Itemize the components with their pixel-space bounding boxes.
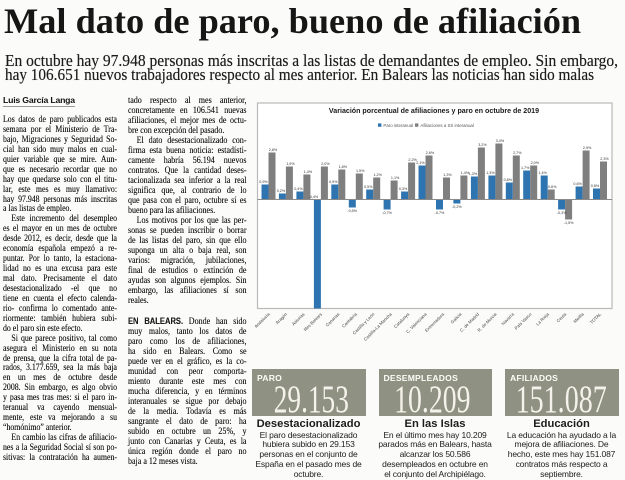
svg-text:1,1%: 1,1%: [391, 176, 400, 180]
svg-text:TOTAL: TOTAL: [589, 311, 603, 325]
svg-text:1,3%: 1,3%: [469, 172, 478, 176]
svg-text:1,4%: 1,4%: [538, 171, 547, 175]
svg-text:0,9%: 0,9%: [329, 180, 338, 184]
svg-text:0,8%: 0,8%: [504, 178, 513, 182]
svg-text:País Vasco: País Vasco: [513, 311, 532, 330]
svg-text:Extremadura: Extremadura: [424, 311, 446, 333]
svg-text:-1,5%: -1,5%: [564, 221, 574, 225]
svg-text:C. Valenciana: C. Valenciana: [405, 311, 428, 334]
svg-text:2,0%: 2,0%: [531, 161, 540, 165]
svg-text:2,2%: 2,2%: [408, 158, 417, 162]
svg-text:2,8%: 2,8%: [269, 148, 278, 152]
svg-text:Aragón: Aragón: [275, 311, 289, 325]
svg-text:1,4%: 1,4%: [304, 170, 313, 174]
svg-text:0,5%: 0,5%: [364, 185, 373, 189]
svg-text:3,2%: 3,2%: [478, 143, 487, 147]
svg-text:1,3%: 1,3%: [443, 173, 452, 177]
svg-text:0,6%: 0,6%: [573, 182, 582, 186]
svg-text:0,6%: 0,6%: [548, 185, 557, 189]
svg-text:1,7%: 1,7%: [521, 166, 530, 170]
svg-text:1,2%: 1,2%: [373, 173, 382, 177]
svg-text:-0,2%: -0,2%: [452, 205, 462, 209]
svg-text:-0,3%: -0,3%: [557, 211, 567, 215]
svg-text:1,5%: 1,5%: [356, 169, 365, 173]
svg-text:Castilla y León: Castilla y León: [351, 311, 375, 335]
svg-text:1,3%: 1,3%: [486, 171, 495, 175]
svg-text:0,2%: 0,2%: [277, 189, 286, 193]
svg-text:1,8%: 1,8%: [339, 165, 348, 169]
svg-text:C. de Madrid: C. de Madrid: [459, 311, 481, 333]
svg-text:0,4%: 0,4%: [294, 187, 303, 191]
svg-text:Catalunya: Catalunya: [393, 311, 411, 329]
svg-text:La Rioja: La Rioja: [535, 311, 550, 326]
svg-text:3,4%: 3,4%: [496, 139, 505, 143]
svg-text:R. de Murcia: R. de Murcia: [476, 311, 498, 333]
svg-text:Andalucía: Andalucía: [253, 311, 271, 329]
svg-text:0,3%: 0,3%: [399, 187, 408, 191]
svg-text:Galicia: Galicia: [450, 311, 463, 324]
svg-text:Cantabria: Cantabria: [341, 311, 358, 328]
svg-text:2,3%: 2,3%: [600, 157, 609, 161]
svg-text:Navarra: Navarra: [500, 311, 515, 326]
svg-text:2,0%: 2,0%: [321, 162, 330, 166]
svg-text:0,6%: 0,6%: [591, 184, 600, 188]
svg-text:1,4%: 1,4%: [461, 171, 470, 175]
svg-text:Afiliaciones a SS interanual: Afiliaciones a SS interanual: [420, 123, 473, 128]
svg-text:Variación porcentual de afilia: Variación porcentual de afiliaciones y p…: [329, 107, 539, 115]
svg-text:Ceuta: Ceuta: [555, 311, 567, 323]
svg-text:Asturias: Asturias: [291, 311, 306, 326]
svg-text:-0,7%: -0,7%: [435, 211, 445, 215]
svg-text:Illes Balears: Illes Balears: [303, 311, 324, 332]
svg-text:1,9%: 1,9%: [286, 162, 295, 166]
svg-text:-4,4%: -4,4%: [309, 195, 319, 199]
svg-text:Paro interanual: Paro interanual: [383, 123, 413, 128]
svg-text:-0,5%: -0,5%: [347, 209, 357, 213]
svg-text:Castilla-La Mancha: Castilla-La Mancha: [363, 311, 394, 342]
svg-text:0,9%: 0,9%: [259, 180, 268, 184]
svg-text:2,9%: 2,9%: [583, 146, 592, 150]
svg-text:2,7%: 2,7%: [513, 151, 522, 155]
svg-text:Melilla: Melilla: [572, 311, 585, 324]
svg-text:2,1%: 2,1%: [416, 161, 425, 165]
svg-text:-0,7%: -0,7%: [382, 211, 392, 215]
svg-text:Canarias: Canarias: [325, 311, 342, 328]
svg-text:2,6%: 2,6%: [426, 151, 435, 155]
